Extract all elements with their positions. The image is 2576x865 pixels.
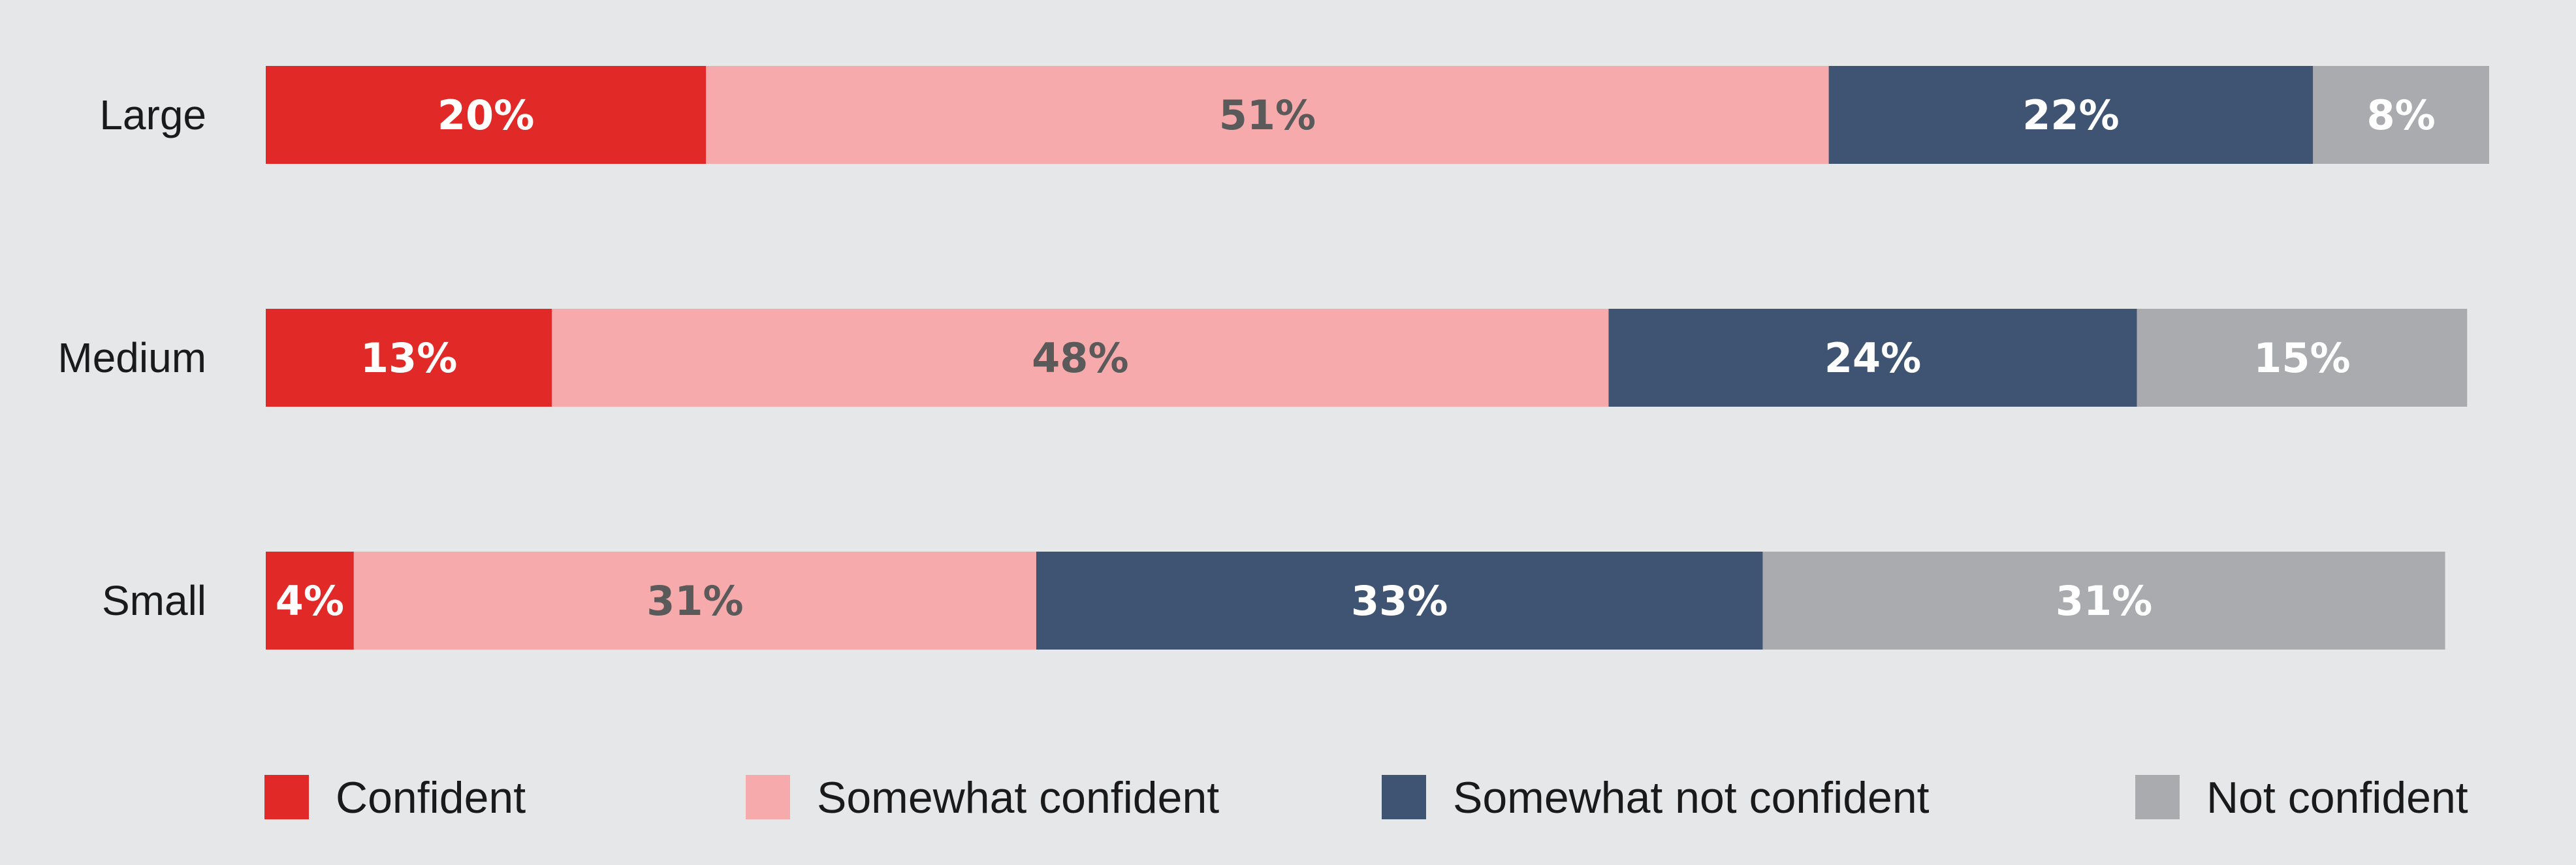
bar-segment-large-confident — [266, 66, 707, 164]
data-label-medium-confident: 13% — [360, 334, 457, 382]
data-label-large-somewhat-confident: 51% — [1219, 91, 1316, 139]
legend-swatch-somewhat-not-confident — [1382, 775, 1426, 819]
bar-segment-large-somewhat-confident — [706, 66, 1829, 164]
bar-segment-small-somewhat-confident — [353, 552, 1036, 650]
legend: Confident Somewhat confident Somewhat not … — [264, 773, 2468, 823]
data-label-small-not-confident: 31% — [2056, 577, 2152, 625]
category-label-small: Small — [102, 577, 206, 624]
data-label-large-somewhat-not-confident: 22% — [2022, 91, 2119, 139]
legend-label-somewhat-confident: Somewhat confident — [817, 773, 1219, 823]
data-label-medium-not-confident: 15% — [2253, 334, 2350, 382]
legend-swatch-confident — [264, 775, 309, 819]
legend-label-confident: Confident — [336, 773, 526, 823]
data-label-medium-somewhat-confident: 48% — [1032, 334, 1128, 382]
bar-segment-small-somewhat-not-confident — [1036, 552, 1763, 650]
bar-segment-small-not-confident — [1762, 552, 2445, 650]
legend-swatch-somewhat-confident — [746, 775, 790, 819]
data-label-small-confident: 4% — [276, 577, 344, 625]
bar-segment-medium-confident — [266, 309, 552, 407]
bar-segment-large-not-confident — [2313, 66, 2489, 164]
legend-label-somewhat-not-confident: Somewhat not confident — [1453, 773, 1930, 823]
data-label-small-somewhat-confident: 31% — [646, 577, 743, 625]
bar-segment-small-confident — [266, 552, 354, 650]
data-label-large-confident: 20% — [437, 91, 534, 139]
bar-segment-large-somewhat-not-confident — [1828, 66, 2314, 164]
category-label-large: Large — [99, 91, 206, 138]
bars-layer: 20% 51% 22% 8% 13% 48% 24% 15% 4% 31% 33% 31% — [266, 66, 2489, 650]
data-label-medium-somewhat-not-confident: 24% — [1824, 334, 1921, 382]
category-labels: Large Medium Small — [57, 91, 206, 624]
legend-label-not-confident: Not confident — [2206, 773, 2468, 823]
category-label-medium: Medium — [57, 334, 206, 381]
data-label-small-somewhat-not-confident: 33% — [1351, 577, 1448, 625]
bar-segment-medium-not-confident — [2137, 309, 2468, 407]
legend-swatch-not-confident — [2135, 775, 2180, 819]
bar-segment-medium-somewhat-confident — [552, 309, 1609, 407]
data-label-large-not-confident: 8% — [2367, 91, 2436, 139]
bar-segment-medium-somewhat-not-confident — [1608, 309, 2137, 407]
